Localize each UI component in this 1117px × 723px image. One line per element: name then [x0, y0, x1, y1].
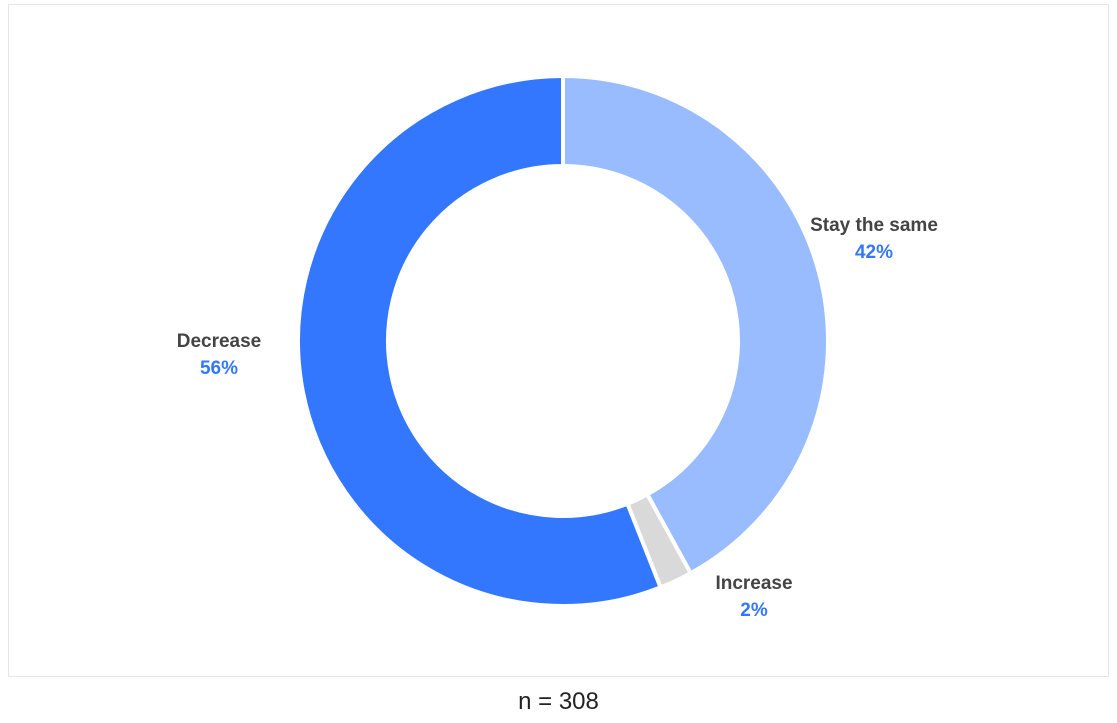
slice-name: Increase: [715, 573, 793, 594]
chart-frame: Stay the same 42% Increase 2% Decrease 5…: [8, 4, 1109, 677]
slice-value: 2%: [740, 599, 768, 621]
donut-slice-stay-the-same: [561, 73, 830, 576]
slice-label-decrease: Decrease 56%: [164, 329, 274, 382]
slice-value: 42%: [854, 241, 894, 263]
donut-slice-decrease: [296, 73, 664, 608]
slice-value: 56%: [199, 357, 239, 379]
slice-label-stay-the-same: Stay the same 42%: [799, 213, 949, 266]
slice-name: Decrease: [176, 331, 262, 352]
sample-size-note: n = 308: [518, 688, 599, 715]
donut-chart: [296, 73, 830, 608]
slice-name: Stay the same: [810, 215, 938, 236]
slice-label-increase: Increase 2%: [699, 571, 809, 624]
